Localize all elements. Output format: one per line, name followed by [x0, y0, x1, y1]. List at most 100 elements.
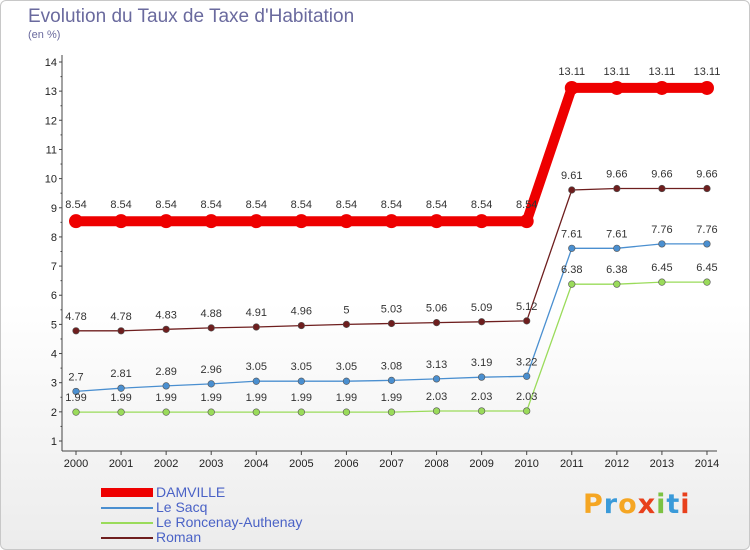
data-point — [72, 327, 80, 335]
data-label: 7.76 — [696, 224, 717, 236]
data-point — [432, 407, 441, 415]
data-point — [703, 278, 711, 286]
data-label: 13.11 — [649, 66, 676, 78]
data-label: 4.88 — [200, 308, 221, 320]
legend-item: DAMVILLE — [101, 485, 302, 500]
data-label: 9.66 — [651, 169, 672, 181]
series-layer — [69, 80, 714, 416]
data-point — [703, 184, 711, 193]
data-point — [658, 184, 666, 193]
x-tick-label: 2005 — [289, 458, 313, 470]
legend-item: Roman — [101, 530, 302, 545]
data-label: 6.38 — [606, 264, 627, 276]
data-point — [658, 278, 666, 286]
data-point — [609, 80, 624, 95]
data-point — [387, 376, 396, 384]
x-tick-label: 2003 — [199, 458, 223, 470]
x-tick-label: 2004 — [244, 458, 268, 470]
data-label: 5.12 — [516, 301, 537, 313]
data-label: 8.54 — [516, 199, 537, 211]
data-point — [523, 317, 531, 325]
data-point — [207, 380, 215, 388]
x-tick-label: 2001 — [109, 458, 133, 470]
x-tick-label: 2012 — [605, 458, 629, 470]
y-tick-label: 12 — [45, 115, 57, 127]
data-label: 1.99 — [381, 392, 402, 404]
data-label: 13.11 — [694, 66, 721, 78]
data-label: 2.03 — [471, 391, 492, 403]
y-tick-label: 6 — [51, 290, 57, 302]
data-point — [523, 372, 531, 380]
data-label: 5.03 — [381, 304, 402, 316]
data-point — [339, 214, 354, 229]
data-label: 3.22 — [516, 356, 537, 368]
x-tick-label: 2013 — [650, 458, 674, 470]
data-label: 8.54 — [246, 199, 267, 211]
x-tick-label: 2010 — [514, 458, 538, 470]
data-point — [387, 319, 396, 328]
y-tick-label: 1 — [51, 436, 57, 448]
data-point — [474, 214, 489, 229]
data-point — [204, 214, 219, 229]
data-point — [69, 214, 83, 229]
data-label: 8.54 — [336, 199, 357, 211]
data-point — [432, 319, 441, 327]
series-damville — [69, 80, 714, 229]
data-label: 8.54 — [291, 199, 312, 211]
data-point — [252, 323, 260, 331]
data-point — [699, 80, 714, 95]
x-tick-label: 2008 — [424, 458, 448, 470]
data-label: 8.54 — [155, 199, 176, 211]
proxiti-logo: Proxiti — [583, 489, 691, 520]
data-label: 4.96 — [291, 306, 312, 318]
y-tick-label: 9 — [51, 203, 57, 215]
data-point — [564, 80, 579, 95]
data-label: 6.45 — [696, 262, 717, 274]
data-point — [613, 184, 621, 193]
data-point — [613, 244, 621, 252]
data-point — [568, 280, 576, 288]
legend-label: DAMVILLE — [156, 484, 226, 500]
series-le-roncenay-authenay — [72, 278, 711, 416]
data-point — [613, 280, 621, 288]
data-label: 8.54 — [65, 199, 86, 211]
data-label: 8.54 — [200, 199, 221, 211]
data-label: 8.54 — [471, 199, 492, 211]
data-label: 7.61 — [561, 228, 582, 240]
series-roman — [72, 184, 711, 335]
data-label: 7.61 — [606, 228, 627, 240]
data-label: 2.89 — [155, 366, 176, 378]
data-label: 1.99 — [336, 392, 357, 404]
data-label: 4.91 — [246, 307, 267, 319]
chart-subtitle: (en %) — [28, 29, 61, 41]
data-label: 13.11 — [603, 66, 630, 78]
legend-swatch — [101, 536, 153, 539]
data-label: 3.05 — [336, 361, 357, 373]
y-tick-label: 14 — [45, 57, 57, 69]
x-tick-label: 2011 — [560, 458, 584, 470]
data-label: 2.03 — [516, 391, 537, 403]
data-label: 3.13 — [426, 359, 447, 371]
data-label: 4.83 — [155, 309, 176, 321]
data-point — [162, 382, 170, 390]
data-label: 8.54 — [110, 199, 131, 211]
data-label: 4.78 — [110, 311, 131, 323]
data-point — [387, 408, 396, 416]
data-point — [249, 214, 264, 229]
data-point — [162, 325, 170, 333]
legend-swatch — [101, 488, 153, 497]
data-point — [297, 321, 305, 330]
data-point — [117, 384, 125, 392]
data-label: 1.99 — [155, 392, 176, 404]
data-label: 8.54 — [426, 199, 447, 211]
legend: DAMVILLE Le Sacq Le Roncenay-Authenay Roman — [101, 485, 302, 545]
data-label: 9.66 — [696, 169, 717, 181]
data-label: 3.05 — [246, 361, 267, 373]
legend-item: Le Roncenay-Authenay — [101, 515, 302, 530]
legend-swatch — [101, 521, 153, 524]
data-label: 3.05 — [291, 361, 312, 373]
data-label: 7.76 — [651, 224, 672, 236]
data-point — [207, 408, 215, 416]
data-point — [342, 320, 351, 328]
